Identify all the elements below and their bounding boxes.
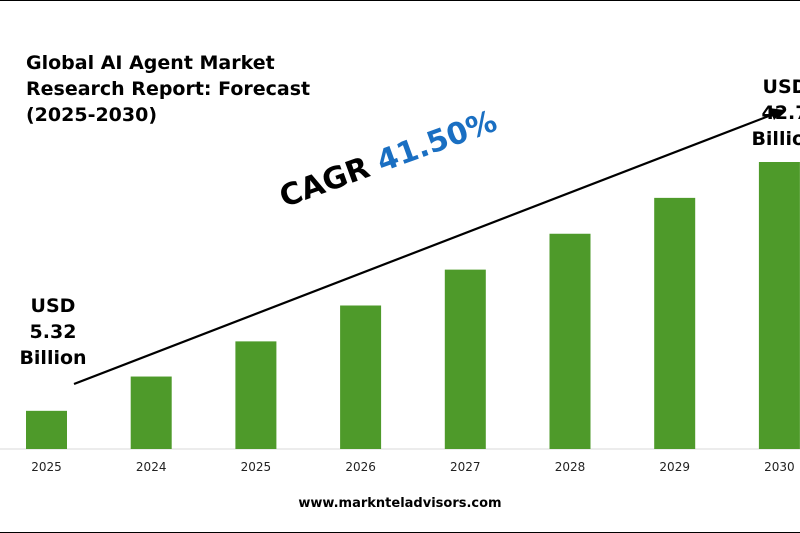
x-tick-label-5: 2028 [555, 460, 586, 474]
start-annotation-unit: Billion [19, 347, 87, 369]
x-tick-label-1: 2024 [136, 460, 167, 474]
x-tick-label-7: 2030 [764, 460, 795, 474]
bar-0 [26, 410, 67, 449]
chart-title-line-3: (2025-2030) [26, 104, 158, 126]
bar-6 [654, 197, 696, 449]
x-tick-labels: 2025 2024 2025 2026 2027 2028 2029 2030 [31, 460, 794, 474]
growth-arrow-head [769, 108, 784, 120]
growth-arrow-line [73, 112, 775, 386]
website-footer: www.marknteladvisors.com [298, 496, 502, 511]
bar-1 [130, 376, 172, 449]
start-value-annotation: USD 5.32 Billion [12, 293, 94, 371]
x-tick-label-4: 2027 [450, 460, 481, 474]
end-annotation-currency: USD [762, 76, 800, 98]
x-tick-label-3: 2026 [345, 460, 376, 474]
x-tick-label-2: 2025 [241, 460, 272, 474]
bar-2 [235, 341, 277, 449]
bar-7 [758, 162, 800, 449]
bars-group [26, 162, 800, 449]
end-value-annotation: USD 42.7 Billion [735, 74, 800, 152]
end-annotation-value: 42.7 [761, 102, 800, 124]
start-annotation-value: 5.32 [29, 321, 77, 343]
growth-arrow [73, 108, 784, 386]
end-annotation-unit: Billion [751, 128, 800, 150]
chart-title-line-2: Research Report: Forecast [26, 78, 311, 100]
bar-5 [549, 233, 591, 449]
bar-3 [340, 305, 382, 449]
x-tick-label-0: 2025 [31, 460, 62, 474]
bar-4 [444, 269, 486, 449]
x-tick-label-6: 2029 [659, 460, 690, 474]
start-annotation-currency: USD [30, 295, 76, 317]
chart-title: Global AI Agent Market Research Report: … [26, 50, 346, 128]
chart-title-line-1: Global AI Agent Market [26, 52, 275, 74]
